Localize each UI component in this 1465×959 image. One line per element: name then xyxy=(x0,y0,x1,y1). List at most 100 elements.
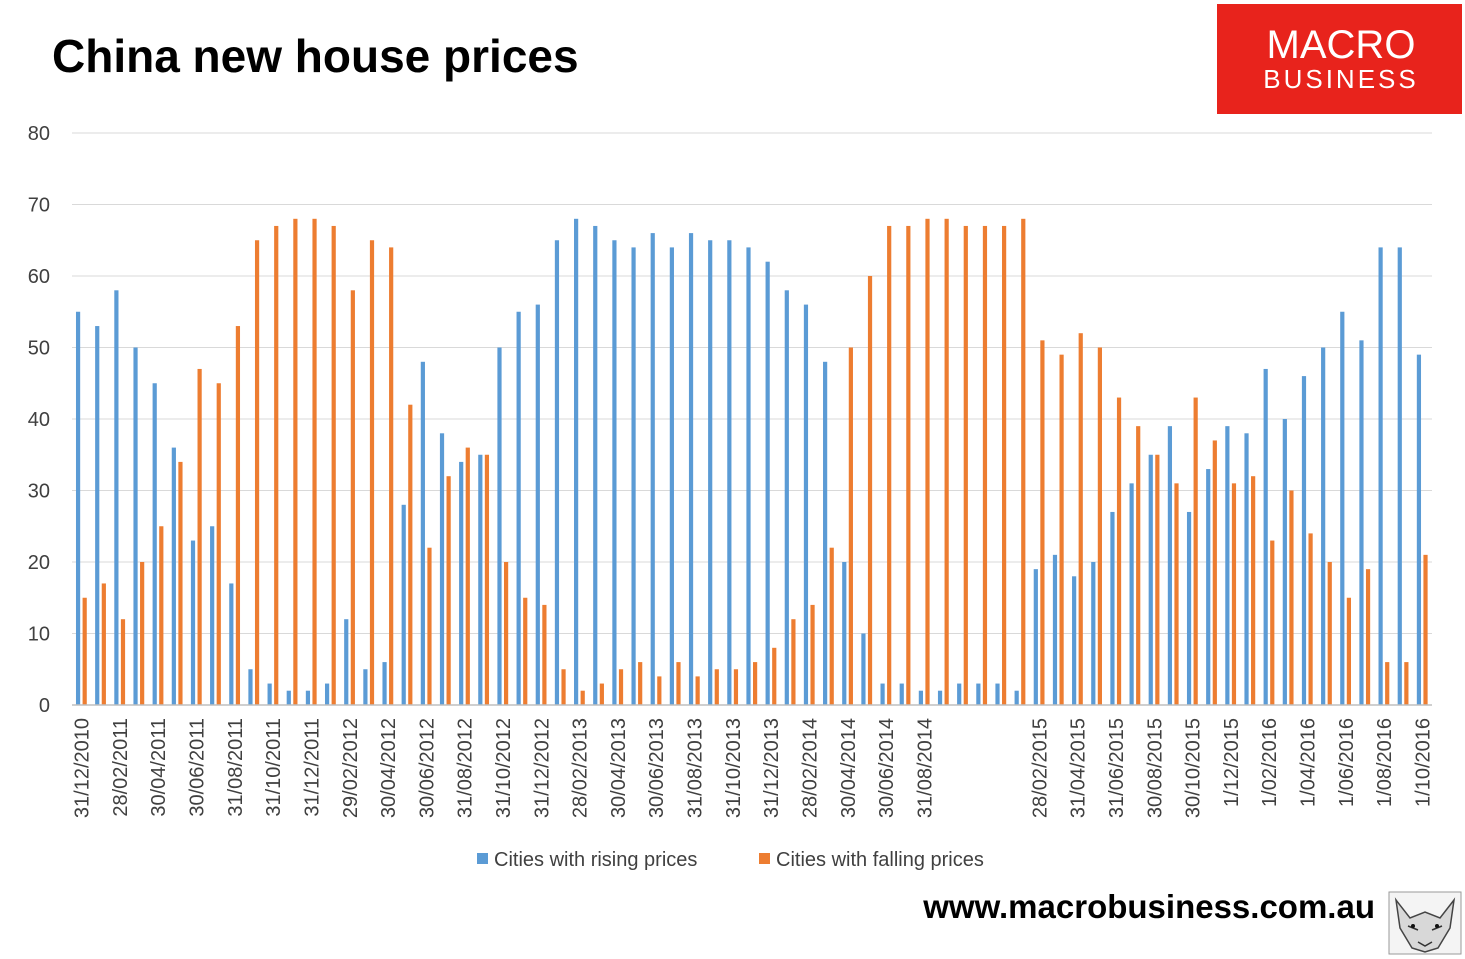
bar-falling xyxy=(408,404,413,705)
bar-rising xyxy=(708,240,713,705)
bar-falling xyxy=(753,662,758,705)
bar-rising xyxy=(746,247,751,705)
legend-label-falling: Cities with falling prices xyxy=(776,849,984,871)
bar-rising xyxy=(1359,340,1364,705)
x-tick-label: 1/04/2016 xyxy=(1297,718,1319,807)
x-tick-label: 31/10/2011 xyxy=(263,718,285,817)
bar-rising xyxy=(1244,433,1249,705)
x-tick-label: 31/10/2013 xyxy=(723,718,745,818)
bar-falling xyxy=(695,676,700,705)
bar-falling xyxy=(350,290,355,705)
bar-falling xyxy=(561,669,566,705)
x-tick-label: 1/10/2016 xyxy=(1412,718,1434,807)
bar-falling xyxy=(274,225,279,705)
bar-falling xyxy=(791,619,796,705)
bar-rising xyxy=(1091,562,1096,705)
x-tick-label: 31/08/2014 xyxy=(914,718,936,818)
bar-rising xyxy=(420,361,425,705)
bar-falling xyxy=(733,669,739,705)
y-tick-label: 70 xyxy=(28,195,50,217)
bar-falling xyxy=(427,547,432,705)
bar-falling xyxy=(810,604,815,705)
bar-rising xyxy=(1321,347,1326,705)
bar-rising xyxy=(439,433,445,705)
bar-falling xyxy=(657,676,662,705)
bar-rising xyxy=(1263,368,1268,705)
x-tick-label: 31/12/2013 xyxy=(761,718,783,818)
legend-swatch-falling xyxy=(759,853,770,864)
bar-rising xyxy=(1301,376,1307,705)
y-axis-ticks: 0 10 20 30 40 50 60 70 80 xyxy=(28,123,50,717)
y-tick-label: 20 xyxy=(28,552,50,574)
bar-rising xyxy=(765,261,770,705)
bar-rising xyxy=(324,683,330,705)
bar-rising xyxy=(478,454,483,705)
bars xyxy=(75,218,1428,706)
bar-falling xyxy=(1040,340,1045,705)
bar-falling xyxy=(503,562,509,705)
bar-falling xyxy=(1423,554,1428,705)
bar-rising xyxy=(1167,426,1173,705)
bar-rising xyxy=(1340,311,1345,705)
bar-rising xyxy=(210,526,215,705)
bar-rising xyxy=(1033,569,1038,705)
bar-falling xyxy=(1155,454,1160,705)
bar-falling xyxy=(484,454,490,705)
chart-title: China new house prices xyxy=(52,30,579,82)
x-tick-label: 31/10/2012 xyxy=(493,718,515,818)
x-tick-label: 30/06/2014 xyxy=(876,718,898,818)
bar-falling xyxy=(82,597,87,705)
bar-rising xyxy=(937,690,943,705)
bar-rising xyxy=(612,240,617,705)
x-tick-label: 28/02/2015 xyxy=(1029,718,1051,818)
bar-falling xyxy=(1193,397,1198,705)
gridlines xyxy=(72,132,1432,634)
bar-falling xyxy=(197,368,202,705)
y-tick-label: 60 xyxy=(28,266,50,288)
bar-rising xyxy=(803,304,809,705)
bar-rising xyxy=(190,540,196,705)
bar-falling xyxy=(1136,426,1141,705)
x-tick-label: 30/04/2014 xyxy=(838,718,860,818)
bar-rising xyxy=(267,683,272,705)
bar-rising xyxy=(727,240,732,705)
x-tick-label: 30/04/2012 xyxy=(378,718,400,818)
bar-falling xyxy=(887,225,892,705)
bar-falling xyxy=(1097,347,1102,705)
x-tick-label: 31/12/2012 xyxy=(531,718,553,818)
bar-rising xyxy=(1148,454,1153,705)
bar-rising xyxy=(1072,576,1077,705)
bar-falling xyxy=(101,583,106,705)
x-tick-label: 28/02/2013 xyxy=(570,718,592,818)
bar-rising xyxy=(382,662,387,705)
bar-falling xyxy=(963,225,968,705)
bar-rising xyxy=(363,669,368,705)
logo-background xyxy=(1217,4,1462,114)
bar-rising xyxy=(631,247,636,705)
bar-falling xyxy=(944,218,949,706)
bar-falling xyxy=(867,276,873,705)
bar-falling xyxy=(1251,476,1256,705)
bar-falling xyxy=(331,225,336,705)
bar-falling xyxy=(906,225,911,705)
bar-rising xyxy=(899,683,904,705)
bar-falling xyxy=(1365,569,1371,705)
bar-rising xyxy=(669,247,674,705)
bar-falling xyxy=(293,218,298,706)
bar-rising xyxy=(995,683,1000,705)
bar-rising xyxy=(516,311,521,705)
bar-falling xyxy=(1021,218,1026,706)
x-tick-label: 30/04/2013 xyxy=(608,718,630,818)
bar-falling xyxy=(542,604,547,705)
x-tick-label: 31/08/2013 xyxy=(685,718,707,818)
bar-rising xyxy=(75,311,81,705)
bar-rising xyxy=(535,304,540,705)
x-tick-label: 1/06/2016 xyxy=(1336,718,1358,807)
x-tick-label: 31/12/2010 xyxy=(72,718,94,818)
x-tick-label: 1/02/2016 xyxy=(1259,718,1281,807)
x-tick-label: 1/08/2016 xyxy=(1374,718,1396,807)
bar-falling xyxy=(714,669,719,705)
bar-rising xyxy=(497,347,502,705)
bar-rising xyxy=(593,225,598,705)
